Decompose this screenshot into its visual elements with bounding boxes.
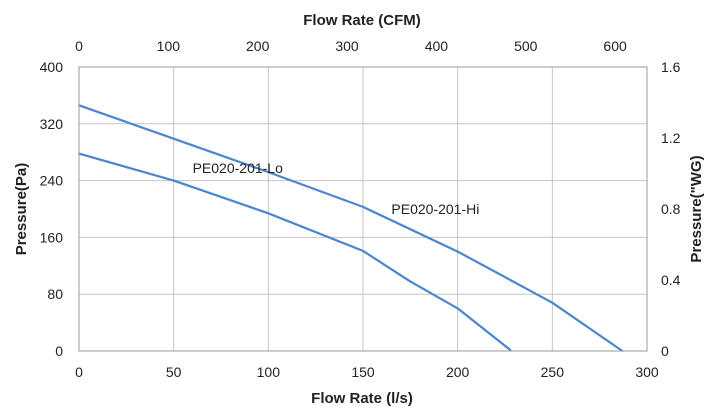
y-tick-label: 160 [40, 229, 64, 245]
left-tick-labels: 0 80 160 240 320 400 [40, 59, 64, 359]
series-point [267, 171, 270, 173]
plot-frame [78, 66, 648, 352]
series-point [409, 280, 412, 283]
series-point [362, 206, 364, 208]
top-tick-label: 400 [425, 38, 449, 54]
x-tick-label: 250 [541, 364, 565, 380]
x-tick-label: 100 [257, 364, 281, 380]
top-tick-label: 200 [246, 38, 270, 54]
bottom-tick-labels: 0 50 100 150 200 250 300 [75, 364, 659, 380]
top-tick-label: 0 [75, 38, 83, 54]
x-tick-label: 50 [166, 364, 182, 380]
right-tick-label: 0 [661, 343, 669, 359]
series-point [267, 212, 270, 215]
x-tick-label: 300 [635, 364, 659, 380]
y-axis-title: Pressure(Pa) [13, 163, 30, 256]
series-point [172, 137, 175, 140]
top-axis-title: Flow Rate (CFM) [303, 12, 421, 29]
y-tick-label: 400 [40, 59, 64, 75]
x-tick-label: 0 [75, 364, 83, 380]
x-tick-label: 150 [351, 364, 375, 380]
y-tick-label: 80 [47, 286, 63, 302]
top-tick-label: 100 [157, 38, 181, 54]
top-tick-label: 500 [514, 38, 538, 54]
series-layer [78, 104, 624, 352]
series-point [456, 307, 459, 310]
top-tick-label: 300 [335, 38, 359, 54]
series-line-0 [78, 104, 624, 352]
series-point [456, 250, 459, 253]
series-label-0: PE020-201-Hi [391, 201, 479, 217]
series-label-1: PE020-201-Lo [193, 160, 284, 176]
x-tick-label: 200 [446, 364, 470, 380]
series-point [172, 179, 175, 182]
right-tick-label: 1.2 [661, 130, 681, 146]
y-tick-label: 320 [40, 116, 64, 132]
right-axis-title: Pressure("WG) [688, 155, 705, 262]
right-tick-label: 1.6 [661, 59, 681, 75]
series-point [362, 250, 364, 252]
series-point [551, 301, 554, 304]
right-tick-label: 0.8 [661, 201, 681, 217]
right-tick-labels: 0 0.4 0.8 1.2 1.6 [661, 59, 681, 359]
right-tick-label: 0.4 [661, 272, 681, 288]
y-tick-label: 0 [55, 343, 63, 359]
y-tick-label: 240 [40, 173, 64, 189]
series-labels: PE020-201-Hi PE020-201-Lo [193, 160, 480, 217]
top-tick-label: 600 [603, 38, 627, 54]
x-axis-title: Flow Rate (l/s) [311, 390, 413, 407]
series-line-1 [78, 152, 512, 352]
top-tick-labels: 0 100 200 300 400 500 600 [75, 38, 627, 54]
